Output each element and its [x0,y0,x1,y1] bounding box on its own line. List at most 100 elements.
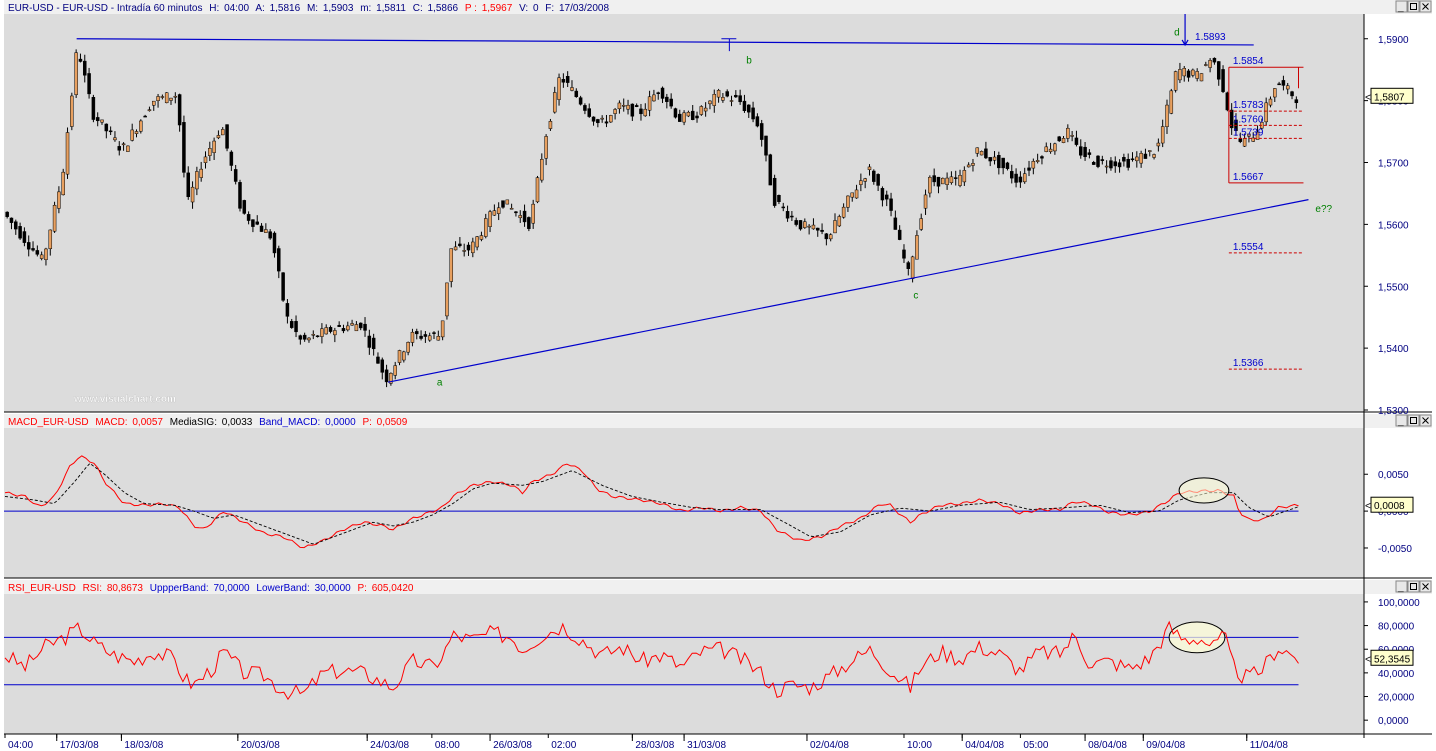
candle [884,194,889,200]
candle [182,122,186,173]
price-y-tick-label: 1,5500 [1378,282,1409,293]
candle [384,369,389,383]
candle [229,151,234,166]
candle [1186,70,1191,78]
candle [65,132,70,175]
rsi-current-value-label: 52,3545 [1374,654,1411,665]
price-y-tick-label: 1,5700 [1378,159,1409,170]
candle [1195,71,1199,79]
minimize-icon: _ [1397,416,1404,427]
macd-band-value: 0,0000 [325,417,356,428]
x-tick-label: 09/04/08 [1146,740,1185,751]
price-maximize-button[interactable] [1407,0,1420,13]
candle [501,200,505,208]
candle [156,96,160,102]
candle [850,192,854,198]
candle [177,94,182,126]
macd-highlight-ellipse [1178,477,1230,504]
x-tick-label: 04:00 [8,740,33,751]
candle [466,244,471,251]
candle [1001,157,1005,169]
candle [479,235,484,240]
candle [186,172,190,198]
candle [527,217,531,229]
candle [941,177,945,185]
macd-minimize-button[interactable] [1395,414,1408,427]
candle [759,123,764,140]
rsi-lower-value: 30,0000 [315,583,352,594]
candle [1229,109,1234,129]
candle [971,163,975,166]
candle [341,328,346,332]
candle [591,116,596,122]
candle [147,109,152,112]
candle [945,177,949,185]
candle [152,100,156,106]
candle [647,96,652,111]
candle [790,215,794,218]
candle [794,220,798,225]
candle [1096,155,1100,167]
x-tick-label: 20/03/08 [241,740,280,751]
p-value: 1,5967 [482,3,513,14]
candle [238,182,242,209]
candle [277,248,281,272]
candle [492,210,497,216]
price-minimize-button[interactable] [1395,0,1408,13]
candle [1191,69,1195,76]
candle [690,110,695,120]
candle [1010,171,1014,179]
candle [281,272,285,301]
min-value: 1,5811 [376,3,406,14]
candle [216,135,221,139]
candle [936,176,941,187]
candle [484,218,488,237]
candle [1035,160,1040,162]
rsi-minimize-button[interactable] [1395,580,1408,593]
macd-y-tick-label: -0,0050 [1378,544,1412,555]
rsi-y-tick-label: 80,0000 [1378,622,1415,633]
candle [22,231,27,243]
current-value-arrow-icon: < [1365,654,1371,665]
candle [1290,91,1294,97]
wave-label: e?? [1315,204,1332,215]
candle [781,206,786,209]
macd-maximize-button[interactable] [1407,414,1420,427]
candle [1057,136,1061,142]
x-tick-label: 05:00 [1023,740,1048,751]
candle [708,100,712,105]
candle [376,356,380,364]
rsi-maximize-button[interactable] [1407,580,1420,593]
candle [35,250,40,255]
rsi-chart: 100,000080,000060,000040,000020,00000,00… [4,598,1420,727]
candle [785,211,790,219]
candle [621,104,626,107]
price-y-tick-label: 1,5900 [1378,35,1409,46]
candle [333,330,337,336]
candle [1277,83,1281,86]
candle [410,331,415,343]
candle [39,254,44,259]
candle [251,219,255,227]
rsi-header: RSI_EUR-USD RSI: 80,8673 UppperBand: 70,… [8,583,414,594]
candle [889,198,893,211]
candle [117,146,122,151]
maximize-icon [1410,417,1417,424]
candle [367,335,372,348]
candle [1031,161,1036,169]
a-label: A: [255,3,264,14]
candle [453,246,458,251]
candle [1160,126,1165,144]
candle [1135,156,1139,162]
candle [837,216,842,227]
candle [1294,99,1299,104]
price-header-bar [4,0,1432,14]
candle [997,155,1001,169]
level-label: 1.5667 [1233,172,1264,183]
candle [350,323,354,326]
candle [1126,158,1130,168]
macd-sig-value: 0,0033 [222,417,253,428]
candle [74,52,78,95]
